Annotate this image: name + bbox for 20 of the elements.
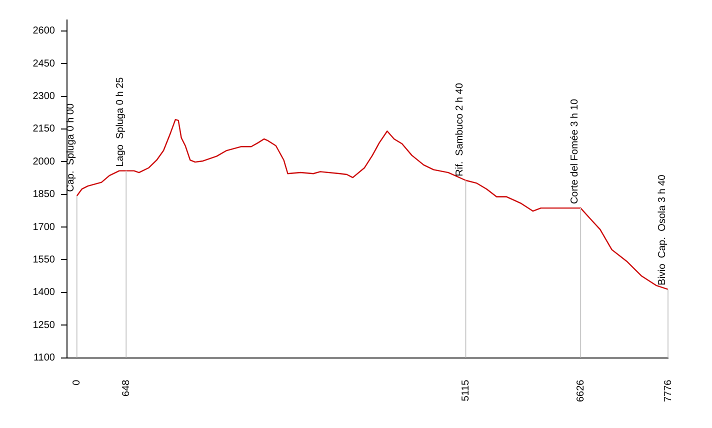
x-tick-label: 6626 (575, 379, 586, 402)
y-tick-label: 2600 (32, 26, 56, 37)
x-tick-label: 0 (72, 379, 83, 386)
ref-line-label: Lago Spluga 0 h 25 (114, 76, 126, 167)
y-tick-label: 1700 (32, 222, 56, 233)
ref-line-label: Corte del Fomée 3 h 10 (569, 98, 580, 204)
y-tick-label: 2450 (32, 58, 56, 70)
y-tick-label: 2000 (32, 156, 56, 168)
ref-line-label: Rif. Sambuco 2 h 40 (454, 82, 466, 176)
ref-line-label: Bivio Cap. Osola 3 h 40 (656, 174, 668, 286)
y-tick-label: 2300 (32, 91, 56, 102)
x-tick-label: 7776 (662, 379, 674, 402)
y-tick-label: 1550 (32, 254, 56, 266)
y-tick-label: 1400 (32, 287, 56, 298)
y-tick-label: 1100 (33, 352, 56, 364)
x-tick-label: 5115 (460, 379, 472, 402)
y-tick-label: 1850 (32, 189, 56, 200)
y-tick-label: 2150 (32, 124, 56, 135)
y-tick-label: 1250 (32, 320, 56, 331)
x-tick-label: 648 (120, 379, 132, 396)
